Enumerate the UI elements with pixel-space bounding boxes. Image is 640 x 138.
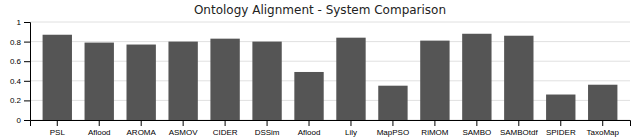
x-tick-label: AROMA: [127, 128, 157, 137]
x-tick-mark: [141, 120, 142, 126]
y-tick-label: 1: [17, 18, 22, 27]
y-tick: 0.4: [10, 77, 30, 86]
y-tick-label: 0.8: [10, 38, 22, 47]
bars: [43, 34, 618, 120]
bar: [378, 86, 407, 120]
grid-line: [30, 61, 630, 62]
x-tick-label: Aflood: [88, 128, 111, 137]
x-tick-label: SAMBOtdf: [500, 128, 539, 137]
x-tick: SAMBO: [462, 120, 491, 137]
grid-line: [30, 100, 630, 101]
bar: [420, 41, 449, 120]
bar: [504, 36, 533, 120]
bar: [210, 39, 239, 120]
x-tick: Lily: [345, 120, 357, 137]
x-tick-label: CIDER: [213, 128, 238, 137]
y-tick-mark: [24, 22, 30, 23]
chart: Ontology Alignment - System Comparison PS…: [0, 0, 640, 138]
x-tick: Aflood: [88, 120, 111, 137]
x-tick: Aflood: [298, 120, 321, 137]
x-tick: AROMA: [127, 120, 157, 137]
x-tick: RiMOM: [421, 120, 448, 137]
x-tick-mark: [476, 120, 477, 126]
y-axis-line: [24, 23, 31, 121]
bar: [168, 42, 197, 120]
x-tick-label: PSL: [50, 128, 66, 137]
y-tick-label: 0.2: [10, 96, 22, 105]
y-tick: 0: [17, 116, 30, 125]
y-tick-mark: [24, 120, 30, 121]
bar: [588, 85, 617, 120]
y-tick: 0.2: [10, 96, 30, 105]
y-tick-label: 0.6: [10, 57, 22, 66]
bar: [546, 95, 575, 120]
x-axis-line: [31, 121, 631, 127]
x-tick-label: Aflood: [298, 128, 321, 137]
title: Ontology Alignment - System Comparison: [194, 3, 446, 17]
x-tick-label: Lily: [345, 128, 357, 137]
x-tick-mark: [434, 120, 435, 126]
x-tick: SPIDER: [546, 120, 576, 137]
x-tick-label: SAMBO: [462, 128, 491, 137]
x-tick-mark: [392, 120, 393, 126]
x-tick-mark: [602, 120, 603, 126]
x-tick-label: DSSim: [255, 128, 280, 137]
bar: [43, 35, 72, 120]
y-tick: 1: [17, 18, 30, 27]
x-tick-mark: [560, 120, 561, 126]
bar: [294, 72, 323, 120]
x-tick: DSSim: [255, 120, 280, 137]
y-tick-mark: [24, 81, 30, 82]
bar: [85, 43, 114, 120]
y-tick: 0.6: [10, 57, 30, 66]
y-tick-mark: [24, 61, 30, 62]
y-tick-label: 0: [17, 116, 22, 125]
x-tick-mark: [183, 120, 184, 126]
x-tick-mark: [309, 120, 310, 126]
x-tick: PSL: [50, 120, 66, 137]
x-tick-mark: [350, 120, 351, 126]
x-tick-mark: [99, 120, 100, 126]
x-tick-label: SPIDER: [546, 128, 576, 137]
x-tick: MapPSO: [377, 120, 409, 137]
plot: PSL Aflood AROMA ASMOV CIDER DSSim Aflood Lily M…: [10, 18, 631, 137]
x-tick-label: ASMOV: [169, 128, 199, 137]
x-axis: PSL Aflood AROMA ASMOV CIDER DSSim Aflood Lily M…: [31, 120, 631, 137]
bar: [127, 45, 156, 120]
y-tick-mark: [24, 100, 30, 101]
x-tick: SAMBOtdf: [500, 120, 539, 137]
x-tick: TaxoMap: [586, 120, 619, 137]
grid-line: [30, 80, 630, 81]
y-tick-label: 0.4: [10, 77, 22, 86]
y-tick: 0.8: [10, 38, 30, 47]
x-tick: ASMOV: [169, 120, 199, 137]
x-tick-label: TaxoMap: [586, 128, 619, 137]
x-tick: CIDER: [213, 120, 238, 137]
bar: [336, 38, 365, 120]
bar: [252, 42, 281, 120]
x-tick-mark: [267, 120, 268, 126]
grid-line: [30, 22, 630, 23]
x-tick-mark: [225, 120, 226, 126]
x-tick-label: MapPSO: [377, 128, 409, 137]
x-tick-mark: [518, 120, 519, 126]
grid: [30, 22, 630, 120]
x-tick-mark: [57, 120, 58, 126]
bar: [462, 34, 491, 120]
x-tick-label: RiMOM: [421, 128, 448, 137]
y-tick-mark: [24, 42, 30, 43]
y-axis: 0 0.2 0.4 0.6 0.8 1: [10, 18, 31, 125]
grid-line: [30, 41, 630, 42]
